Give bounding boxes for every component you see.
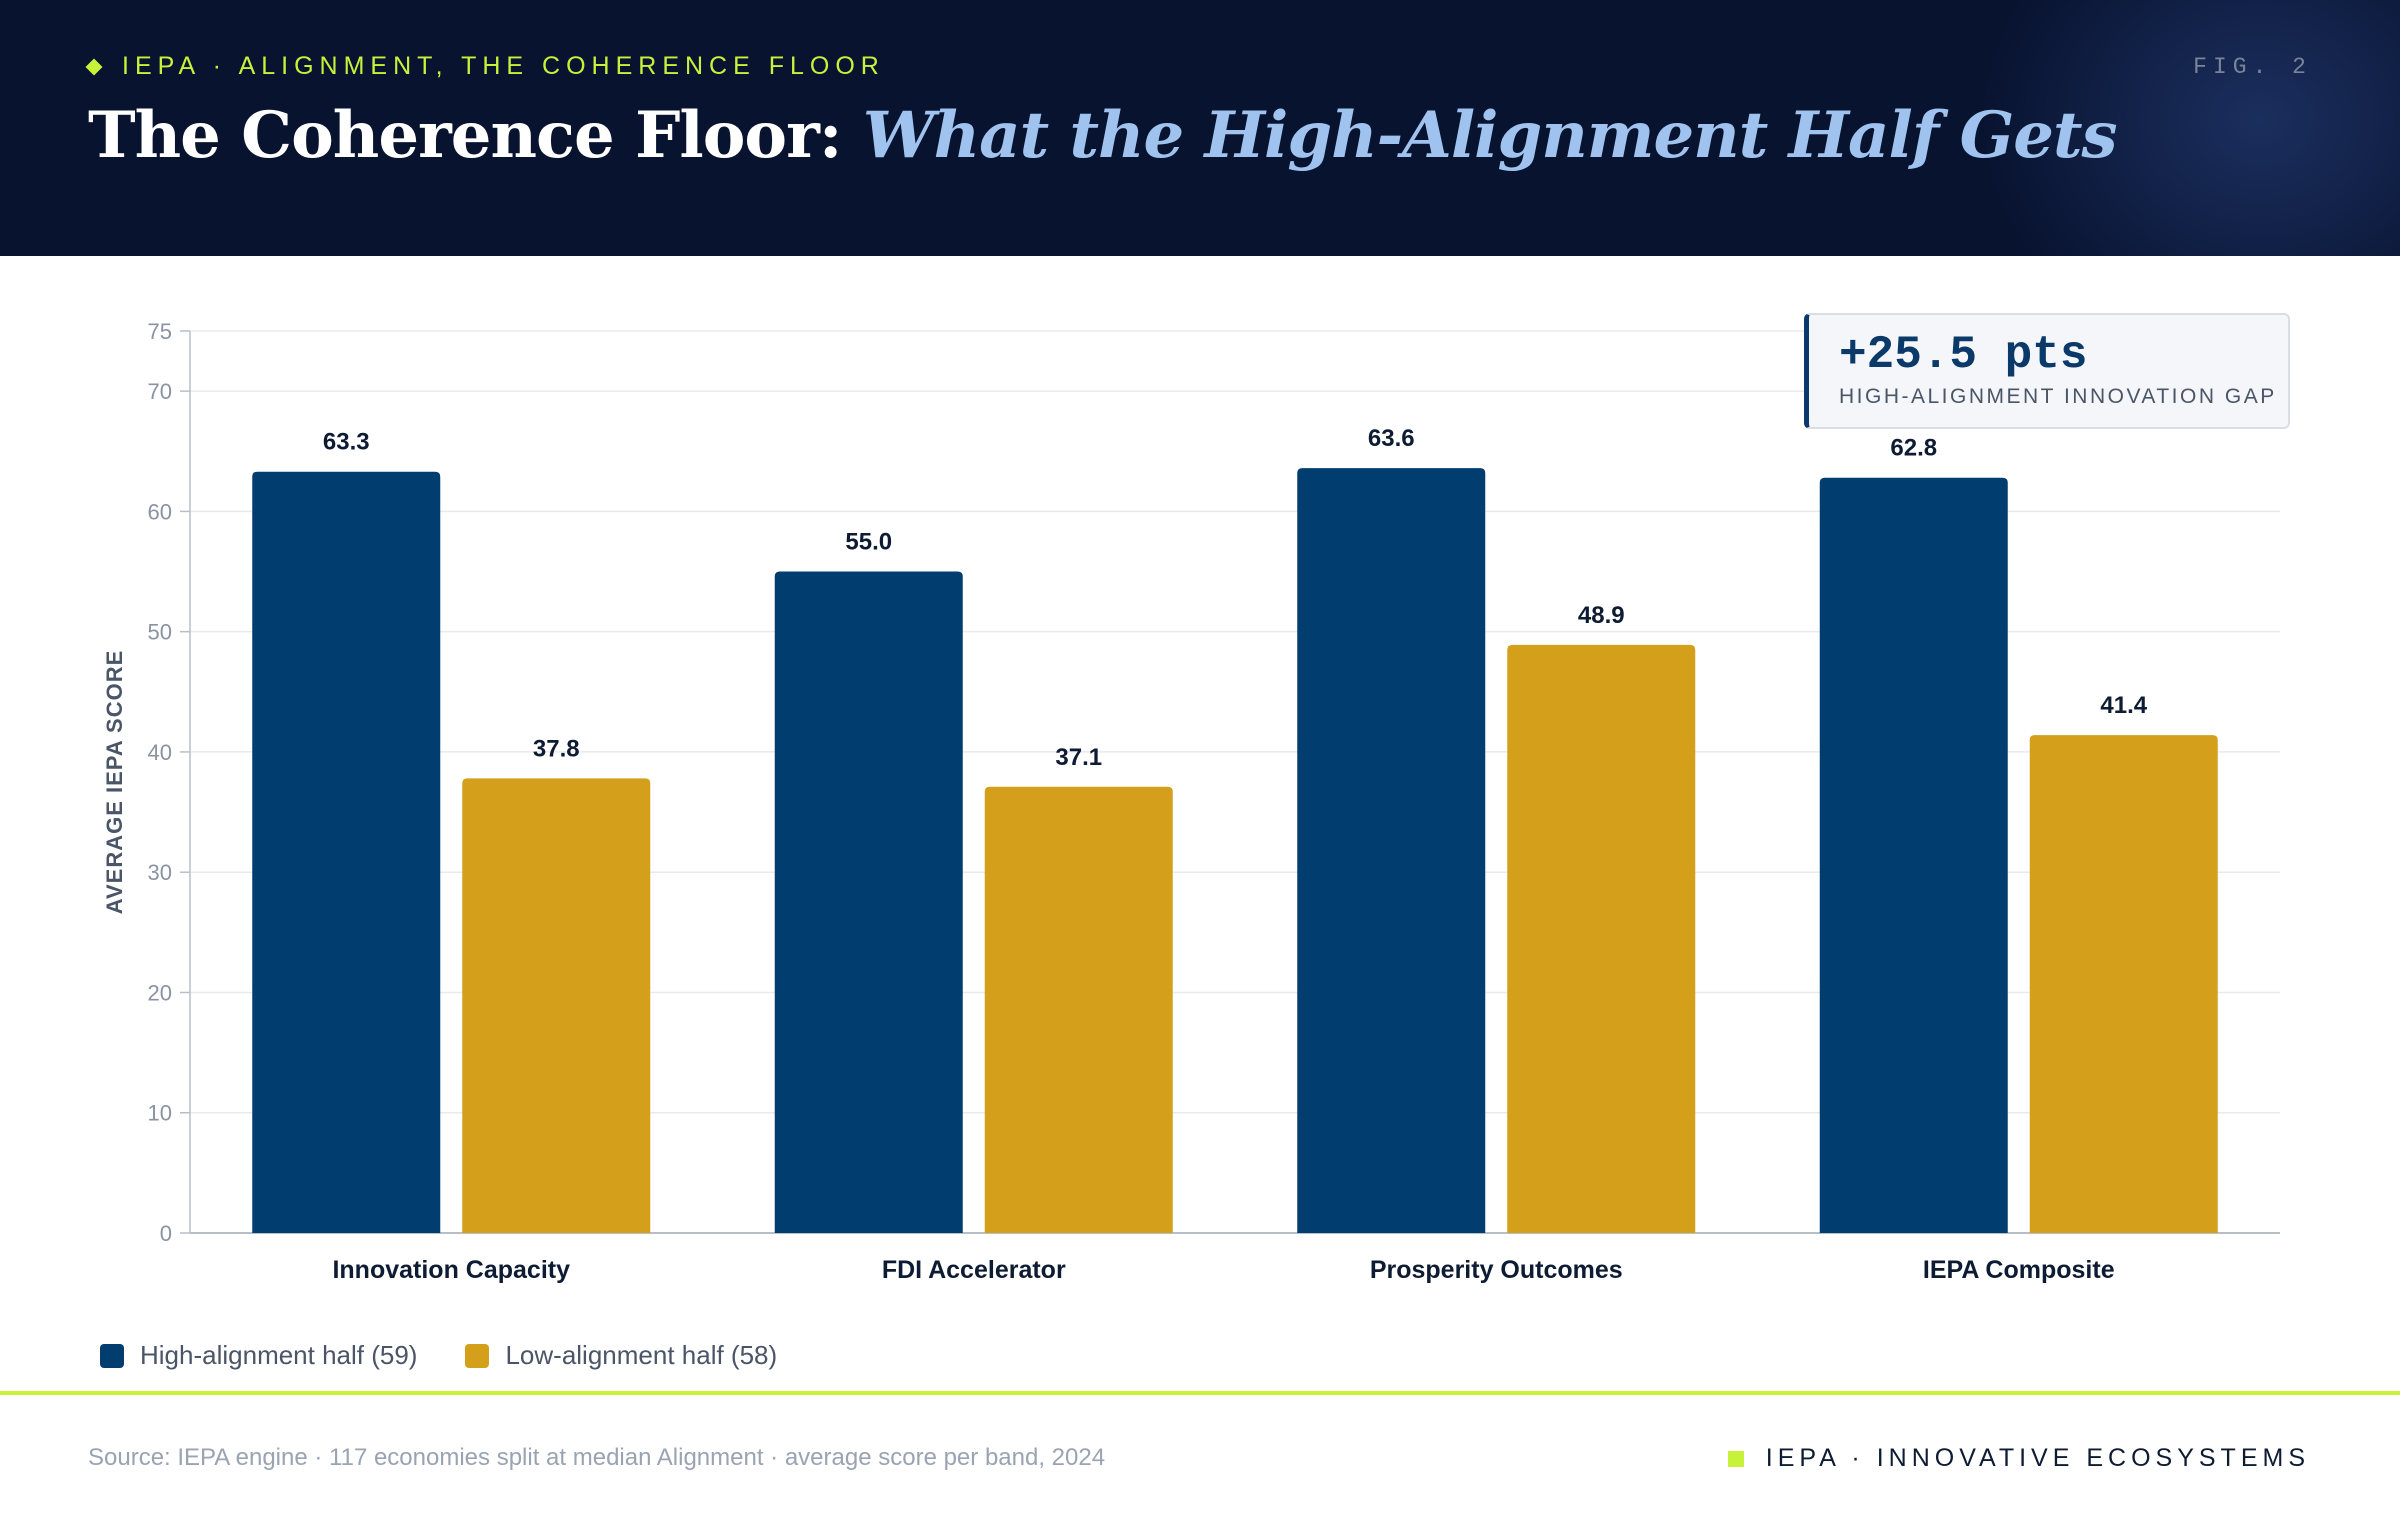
header-glow xyxy=(1980,0,2400,256)
legend-swatch-high xyxy=(100,1343,124,1368)
y-tick-label: 50 xyxy=(148,620,172,645)
legend-item-low: Low-alignment half (58) xyxy=(465,1340,777,1371)
y-tick-label: 10 xyxy=(148,1101,172,1126)
bar-value-label: 37.1 xyxy=(1055,744,1102,771)
page-title: The Coherence Floor: What the High-Align… xyxy=(88,98,2118,173)
category-label: FDI Accelerator xyxy=(882,1256,1066,1284)
legend-swatch-low xyxy=(465,1343,490,1368)
footer-rule xyxy=(0,1391,2400,1395)
title-main: The Coherence Floor: xyxy=(88,98,842,173)
bar-value-label: 63.6 xyxy=(1368,425,1415,452)
bar-value-label: 48.9 xyxy=(1578,602,1625,629)
bar-high-alignment xyxy=(252,471,441,1233)
y-tick-label: 40 xyxy=(148,740,172,765)
brand-text: IEPA · INNOVATIVE ECOSYSTEMS xyxy=(1765,1444,2310,1472)
bar-value-label: 37.8 xyxy=(533,735,580,762)
legend-label-high: High-alignment half (59) xyxy=(140,1340,418,1370)
bar-high-alignment xyxy=(1819,477,2008,1233)
legend-item-high: High-alignment half (59) xyxy=(100,1340,417,1371)
bar-high-alignment xyxy=(1297,468,1486,1233)
category-label: Prosperity Outcomes xyxy=(1370,1256,1623,1284)
legend-label-low: Low-alignment half (58) xyxy=(505,1340,778,1370)
chart-legend: High-alignment half (59) Low-alignment h… xyxy=(100,1340,825,1371)
bar-low-alignment xyxy=(2029,735,2218,1233)
brand-mark: IEPA · INNOVATIVE ECOSYSTEMS xyxy=(1727,1444,2310,1473)
kicker-text: IEPA · ALIGNMENT, THE COHERENCE FLOOR xyxy=(122,52,885,80)
bar-value-label: 63.3 xyxy=(323,429,370,456)
category-label: Innovation Capacity xyxy=(332,1256,570,1284)
brand-square-icon xyxy=(1727,1450,1744,1467)
category-label: IEPA Composite xyxy=(1923,1256,2115,1284)
y-tick-label: 70 xyxy=(148,379,172,404)
bar-high-alignment xyxy=(774,571,963,1233)
bar-low-alignment xyxy=(1507,644,1696,1233)
bar-value-label: 55.0 xyxy=(845,529,892,556)
bar-value-label: 41.4 xyxy=(2100,692,2147,719)
bar-value-label: 62.8 xyxy=(1890,435,1937,462)
y-tick-label: 30 xyxy=(148,860,172,885)
y-tick-label: 20 xyxy=(148,980,172,1005)
bar-low-alignment xyxy=(462,778,651,1233)
title-accent: What the High-Alignment Half Gets xyxy=(862,98,2118,173)
header-banner: IEPA · ALIGNMENT, THE COHERENCE FLOOR FI… xyxy=(0,0,2400,256)
y-axis-label: AVERAGE IEPA SCORE xyxy=(102,650,127,915)
callout-value: +25.5 pts xyxy=(1839,329,2088,381)
figure-number: FIG. 2 xyxy=(2193,54,2312,80)
y-tick-label: 75 xyxy=(148,319,172,344)
bar-low-alignment xyxy=(984,786,1173,1233)
y-tick-label: 0 xyxy=(160,1221,172,1246)
source-note: Source: IEPA engine · 117 economies spli… xyxy=(88,1444,1106,1471)
gap-callout: +25.5 pts HIGH-ALIGNMENT INNOVATION GAP xyxy=(1804,313,2290,429)
diamond-icon xyxy=(85,58,103,75)
callout-label: HIGH-ALIGNMENT INNOVATION GAP xyxy=(1839,385,2277,408)
bar-chart: 0 10 20 30 40 50 60 70 75 AVERAGE IEPA SCORE 63.3 3… xyxy=(102,319,2280,1284)
y-tick-label: 60 xyxy=(148,499,172,524)
kicker: IEPA · ALIGNMENT, THE COHERENCE FLOOR xyxy=(85,52,885,81)
